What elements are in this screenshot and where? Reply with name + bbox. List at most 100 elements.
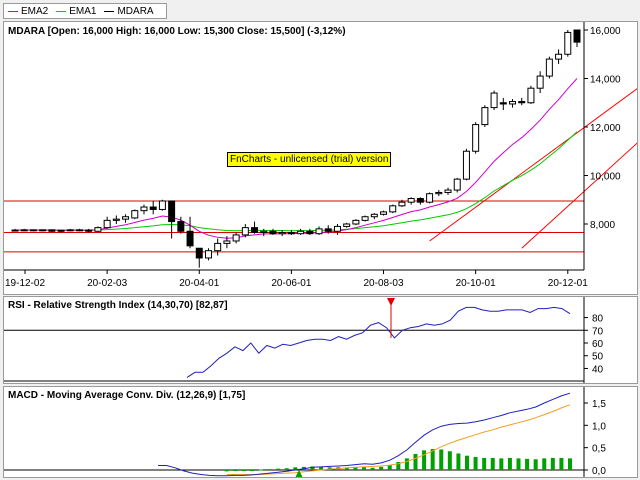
- macd-histogram-bar: [404, 458, 409, 470]
- macd-histogram-bar: [430, 449, 435, 470]
- legend-item-ema2: EMA2: [8, 6, 48, 17]
- candle-body: [204, 250, 212, 259]
- macd-histogram-bar: [387, 465, 392, 470]
- legend-swatch: [8, 10, 18, 12]
- candle-body: [149, 206, 157, 210]
- macd-histogram-bar: [344, 467, 349, 470]
- macd-histogram-bar: [550, 457, 555, 470]
- candle-body: [195, 247, 203, 259]
- macd-y-label: 0,0: [592, 466, 606, 477]
- candle-body: [481, 107, 489, 126]
- candle-body: [214, 242, 222, 252]
- macd-histogram-bar: [224, 470, 229, 472]
- candle-body: [66, 229, 74, 232]
- ema1-line: [15, 131, 578, 232]
- macd-histogram-bar: [293, 467, 298, 470]
- candle-body: [20, 229, 28, 232]
- rsi-signal-arrow-icon: [387, 298, 395, 306]
- price-x-label: 20-10-01: [456, 278, 496, 289]
- trend-channel-line: [521, 142, 637, 249]
- candle-body: [177, 221, 185, 232]
- candle-body: [158, 200, 166, 210]
- candle-body: [140, 206, 148, 212]
- candle-body: [472, 124, 480, 152]
- rsi-y-label: 50: [592, 352, 604, 363]
- candle-body: [453, 178, 461, 191]
- candle-body: [287, 231, 295, 235]
- macd-histogram-bar: [379, 466, 384, 470]
- candle-body: [361, 216, 369, 221]
- candle-body: [39, 229, 47, 232]
- price-y-label: 10,000: [590, 172, 621, 183]
- macd-histogram-bar: [490, 457, 495, 470]
- macd-panel[interactable]: 1,5 1,0 0,5 0,0 MACD - Moving Average Conv.…: [3, 386, 638, 478]
- macd-histogram-bar: [473, 457, 478, 470]
- rsi-y-label: 60: [592, 339, 604, 350]
- candle-body: [251, 227, 259, 233]
- candle-body: [223, 240, 231, 244]
- candle-body: [48, 229, 56, 232]
- rsi-panel[interactable]: 80 70 60 50 40 RSI - Relative Strength Index…: [3, 296, 638, 384]
- candle-body: [573, 29, 581, 43]
- price-y-label: 14,000: [590, 75, 621, 86]
- candle-body: [444, 189, 452, 193]
- candle-body: [398, 201, 406, 207]
- candle-body: [509, 101, 517, 105]
- candle-body: [370, 213, 378, 218]
- price-panel[interactable]: 16,000 14,000 12,000 10,000 8,000 19-12-02 20-…: [3, 21, 638, 295]
- macd-histogram-bar: [353, 467, 358, 470]
- candle-body: [122, 216, 130, 220]
- macd-histogram-bar: [422, 450, 427, 470]
- candle-body: [260, 230, 268, 233]
- price-x-label: 20-04-01: [179, 278, 219, 289]
- trial-version-notice: FnCharts - unlicensed (trial) version: [227, 152, 392, 167]
- macd-signal-line: [226, 404, 571, 475]
- legend-label: MDARA: [117, 5, 154, 17]
- macd-histogram-bar: [465, 455, 469, 470]
- candle-body: [407, 198, 415, 203]
- candle-body: [435, 191, 443, 195]
- candle-body: [527, 87, 535, 104]
- candle-body: [389, 205, 397, 213]
- candle-body: [103, 219, 111, 229]
- candle-body: [306, 230, 314, 235]
- candle-body: [564, 31, 572, 55]
- price-y-label: 12,000: [590, 123, 621, 134]
- macd-histogram-bar: [362, 466, 366, 470]
- price-y-label: 16,000: [590, 26, 621, 37]
- macd-signal-arrow-icon: [295, 470, 303, 477]
- candle-body: [278, 231, 286, 235]
- macd-histogram-bar: [482, 457, 487, 470]
- macd-histogram-bar: [516, 458, 521, 470]
- candle-body: [29, 229, 37, 232]
- macd-histogram-bar: [439, 449, 444, 470]
- candle-body: [352, 219, 360, 225]
- candle-body: [416, 198, 424, 203]
- legend-swatch: [104, 10, 115, 12]
- macd-histogram-bar: [319, 466, 324, 470]
- price-y-label: 8,000: [590, 220, 615, 231]
- macd-panel-title: MACD - Moving Average Conv. Div. (12,26,…: [8, 390, 246, 401]
- price-x-label: 20-08-03: [364, 278, 404, 289]
- legend-label: EMA1: [69, 5, 97, 17]
- macd-histogram-bar: [284, 468, 289, 470]
- price-x-label: 19-12-02: [5, 278, 45, 289]
- macd-histogram-bar: [241, 470, 246, 471]
- macd-histogram-bar: [456, 453, 461, 470]
- price-x-label: 20-12-01: [548, 278, 588, 289]
- rsi-panel-title: RSI - Relative Strength Index (14,30,70)…: [8, 300, 228, 311]
- candle-body: [518, 101, 526, 104]
- macd-histogram-bar: [396, 461, 401, 470]
- macd-histogram-bar: [525, 458, 530, 470]
- candle-body: [85, 229, 93, 232]
- macd-chart: 1,5 1,0 0,5 0,0: [4, 387, 606, 477]
- rsi-y-label: 40: [592, 364, 604, 375]
- legend-label: EMA2: [21, 5, 49, 17]
- candle-body: [131, 210, 139, 219]
- rsi-y-label: 80: [592, 314, 604, 325]
- candle-body: [168, 200, 176, 223]
- macd-y-label: 1,5: [592, 399, 606, 410]
- candle-body: [545, 58, 553, 77]
